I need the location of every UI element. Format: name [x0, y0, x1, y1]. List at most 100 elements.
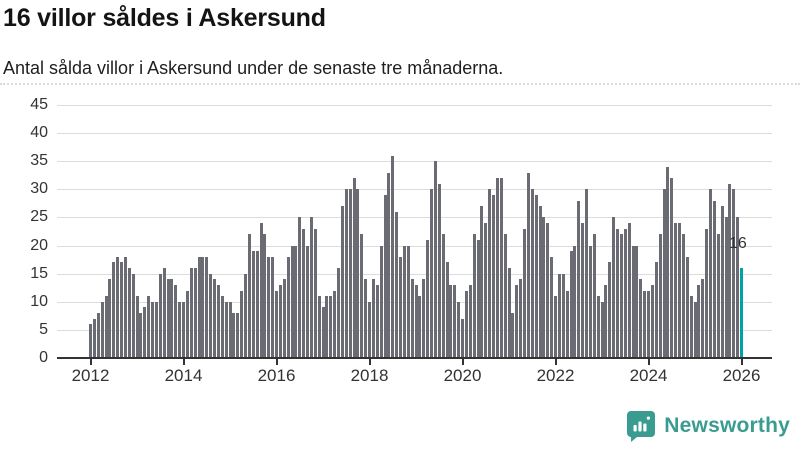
bar [627, 223, 631, 358]
bar [402, 245, 406, 358]
gridline [57, 245, 772, 247]
bar [705, 228, 709, 358]
bar [321, 307, 325, 358]
bar [182, 301, 185, 358]
bar [526, 172, 530, 358]
bar [298, 217, 302, 358]
bar [418, 296, 422, 358]
bar [472, 234, 476, 358]
bar [197, 256, 201, 358]
bar [542, 217, 546, 358]
bar [282, 279, 286, 358]
x-tick [89, 359, 92, 365]
y-tick-label: 25 [30, 208, 48, 226]
bar [387, 172, 391, 358]
bar [290, 245, 294, 358]
bar [123, 256, 127, 358]
bar [278, 284, 282, 358]
bar [96, 313, 100, 358]
newsworthy-logo-icon [626, 410, 656, 442]
bar [561, 273, 565, 358]
y-tick-label: 20 [30, 236, 48, 254]
x-tick [275, 359, 278, 365]
bar [213, 279, 216, 358]
x-tick-label: 2020 [443, 366, 482, 385]
bar-chart-plot-area [57, 105, 772, 358]
bar [178, 301, 182, 358]
bar [519, 279, 523, 358]
bar [631, 245, 635, 358]
bar [569, 251, 573, 358]
bar [507, 268, 511, 358]
bar [685, 256, 689, 358]
bar [515, 284, 519, 358]
chart-subtitle: Antal sålda villor i Askersund under de … [3, 58, 504, 78]
bar [360, 234, 364, 358]
gridline [57, 217, 772, 219]
bar [236, 313, 240, 358]
x-tick-label: 2022 [536, 366, 575, 385]
bar [441, 234, 445, 358]
bar [247, 234, 251, 358]
bar [716, 234, 720, 358]
bar [453, 284, 457, 358]
bar [337, 268, 340, 358]
bar [205, 256, 209, 358]
highlighted-bar [740, 268, 743, 358]
x-tick [368, 359, 371, 365]
bar [433, 161, 437, 358]
gridline [57, 161, 772, 163]
bar [616, 228, 619, 358]
gridline [57, 133, 772, 135]
bar [449, 284, 453, 358]
bar [147, 296, 151, 358]
x-tick-label: 2018 [350, 366, 389, 385]
x-axis-line [57, 357, 772, 359]
bar [678, 223, 681, 358]
bar [406, 245, 410, 358]
bar [499, 178, 503, 358]
bar [325, 296, 329, 358]
bar [430, 189, 433, 358]
bar [604, 284, 608, 358]
bar [162, 268, 166, 358]
bar [340, 206, 344, 358]
bar [697, 284, 701, 358]
bar [220, 296, 224, 358]
x-tick-label: 2026 [722, 366, 761, 385]
bar [495, 178, 499, 358]
bar [461, 318, 464, 358]
bar [480, 206, 484, 358]
x-tick [182, 359, 185, 365]
bar [306, 245, 309, 358]
bar [294, 245, 298, 358]
bar [309, 217, 313, 358]
brand-name: Newsworthy [664, 414, 790, 437]
gridline [57, 189, 772, 191]
bar [139, 313, 143, 358]
bar [689, 296, 693, 358]
bar [259, 223, 263, 358]
bar [557, 273, 561, 358]
y-tick-label: 5 [39, 320, 48, 338]
bar [193, 268, 197, 358]
bar [267, 256, 271, 358]
bar [391, 155, 395, 358]
bar [143, 307, 147, 358]
bar [662, 189, 666, 358]
x-tick-label: 2016 [257, 366, 296, 385]
bar [724, 217, 728, 358]
y-tick-label: 40 [30, 124, 48, 142]
bar [623, 228, 627, 358]
bar [608, 262, 612, 358]
bar [255, 251, 259, 358]
x-tick [647, 359, 650, 365]
bar [596, 296, 600, 358]
bar [712, 200, 716, 358]
bar [151, 301, 154, 358]
x-tick [554, 359, 557, 365]
bar [368, 301, 371, 358]
x-tick-label: 2014 [164, 366, 203, 385]
bar [135, 296, 139, 358]
